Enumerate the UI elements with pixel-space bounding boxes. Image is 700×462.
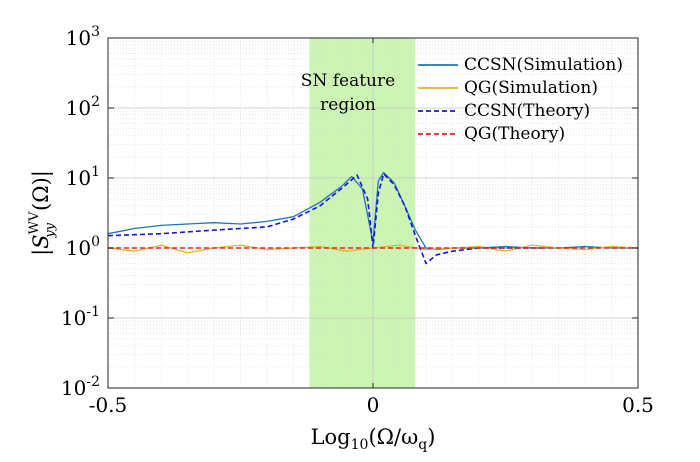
x-tick-label: 0 bbox=[367, 393, 380, 417]
legend-label: QG(Theory) bbox=[464, 124, 565, 144]
legend: CCSN(Simulation) QG(Simulation) CCSN(Theor… bbox=[418, 55, 623, 144]
y-tick-label: 101 bbox=[66, 164, 100, 190]
region-label-line2: region bbox=[320, 95, 376, 115]
svg-text:|SWVyy(Ω)|: |SWVyy(Ω)| bbox=[27, 170, 58, 256]
y-tick-label: 10-1 bbox=[61, 304, 100, 330]
y-axis-label: |SWVyy(Ω)| bbox=[27, 170, 58, 256]
y-tick-label: 100 bbox=[66, 234, 100, 260]
legend-label: CCSN(Simulation) bbox=[464, 55, 623, 75]
legend-label: CCSN(Theory) bbox=[464, 101, 590, 121]
y-tick-label: 102 bbox=[66, 94, 100, 120]
ticks bbox=[107, 37, 639, 389]
region-label-line1: SN feature bbox=[301, 71, 395, 91]
sn-feature-region bbox=[309, 38, 416, 388]
legend-label: QG(Simulation) bbox=[464, 78, 598, 98]
x-tick-label: -0.5 bbox=[89, 393, 128, 417]
x-tick-label: 0.5 bbox=[622, 393, 654, 417]
y-tick-label: 103 bbox=[66, 24, 100, 50]
x-axis-label: Log10(Ω/ωq) bbox=[311, 425, 436, 453]
y-tick-label: 10-2 bbox=[61, 374, 100, 400]
series-layer bbox=[107, 171, 639, 265]
tick-labels: -0.5 0 0.5 10-2 10-1 100 101 102 103 bbox=[61, 24, 654, 417]
